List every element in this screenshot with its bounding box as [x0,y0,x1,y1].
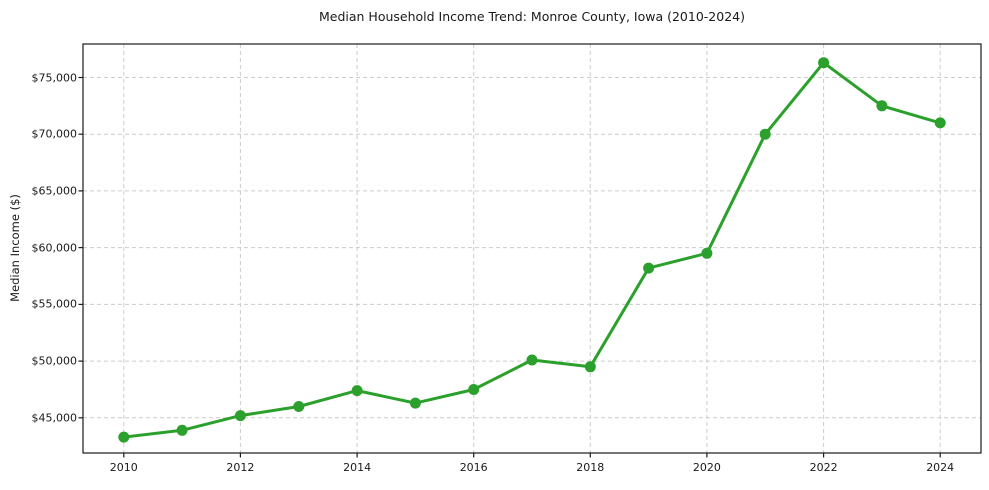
y-tick-label-75000: $75,000 [31,71,78,84]
data-point-2013 [293,401,305,412]
y-tick-label-55000: $55,000 [31,297,78,311]
data-point-2023 [876,100,888,112]
data-point-2018 [584,361,596,373]
y-tick-label-50000: $50,000 [31,354,78,368]
plot-border [82,43,982,454]
x-tick-label-2020: 2020 [692,461,721,474]
data-point-2019 [643,262,655,274]
y-tick-label-70000: $70,000 [31,127,78,141]
x-tick-label-2014: 2014 [343,461,372,474]
x-tick-label-2022: 2022 [809,461,838,474]
x-tick-label-2024: 2024 [926,461,955,474]
data-point-2021 [759,128,771,140]
data-point-2012 [234,410,246,422]
data-point-2024 [934,117,946,129]
data-point-2010 [118,431,130,443]
x-tick-label-2016: 2016 [459,461,488,474]
data-point-2015 [409,397,421,409]
data-point-2014 [351,385,363,397]
data-point-2016 [468,384,480,395]
data-point-2022 [818,57,830,69]
y-tick-label-65000: $65,000 [31,184,78,198]
y-tick-label-45000: $45,000 [31,411,78,425]
data-point-2017 [526,354,538,366]
data-point-2011 [176,424,188,436]
data-point-2020 [701,247,713,259]
y-tick-label-60000: $60,000 [31,241,78,255]
chart-title: Median Household Income Trend: Monroe Co… [318,9,745,24]
x-tick-label-2010: 2010 [109,461,138,474]
x-tick-label-2012: 2012 [226,461,255,474]
x-tick-label-2018: 2018 [576,461,605,474]
trend-line [122,61,942,439]
